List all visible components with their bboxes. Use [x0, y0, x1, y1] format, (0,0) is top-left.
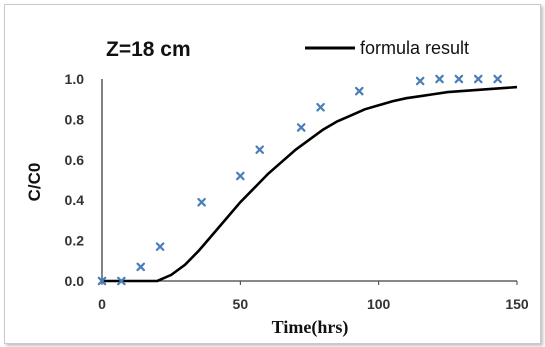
data-point — [435, 74, 444, 84]
data-point — [296, 123, 306, 132]
x-axis-ticks: 0 50 100 150 — [98, 281, 529, 312]
data-point — [117, 276, 126, 286]
data-point — [155, 242, 165, 251]
data-point — [316, 102, 325, 112]
x-tick-label: 0 — [98, 296, 106, 312]
data-point — [493, 74, 502, 84]
measured-points — [97, 74, 502, 286]
x-tick-label: 50 — [233, 296, 249, 312]
axes — [101, 79, 517, 282]
legend-label-formula-result: formula result — [360, 38, 469, 58]
data-point — [454, 74, 464, 84]
x-tick-label: 100 — [367, 296, 391, 312]
formula-result-curve — [102, 85, 518, 283]
chart-title: Z=18 cm — [106, 38, 191, 61]
x-tick-label: 150 — [505, 296, 529, 312]
chart-frame — [4, 4, 541, 344]
y-tick-label: 0.8 — [65, 111, 85, 127]
y-tick-label: 0.0 — [65, 273, 85, 289]
y-axis-ticks: 0.0 0.2 0.4 0.6 0.8 1.0 — [65, 71, 85, 289]
x-axis-title: Time(hrs) — [272, 317, 349, 338]
y-axis-title: C/C0 — [25, 163, 44, 202]
y-tick-label: 0.6 — [65, 152, 85, 168]
data-point — [255, 145, 264, 154]
data-point — [236, 171, 245, 181]
y-tick-label: 1.0 — [65, 71, 85, 87]
y-tick-label: 0.2 — [65, 233, 85, 249]
data-point — [197, 197, 206, 207]
data-point — [473, 74, 483, 84]
y-tick-label: 0.4 — [65, 192, 85, 208]
data-point — [136, 262, 146, 272]
data-point — [415, 76, 425, 86]
data-point — [97, 276, 107, 286]
data-point — [355, 86, 364, 96]
